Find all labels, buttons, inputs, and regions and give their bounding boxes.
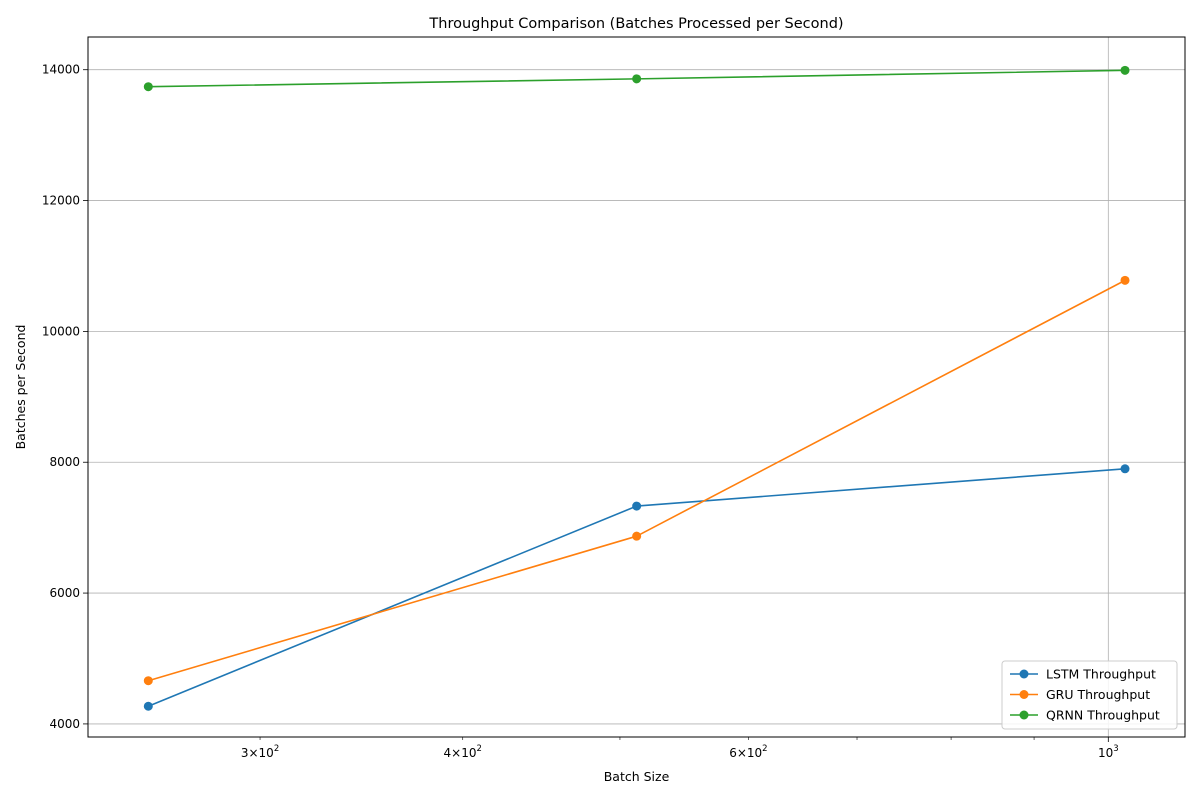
data-point bbox=[143, 701, 153, 711]
x-tick-exponent: 2 bbox=[477, 744, 482, 754]
x-tick-mantissa: 6 bbox=[729, 746, 737, 760]
legend-label: LSTM Throughput bbox=[1046, 667, 1156, 682]
legend-box bbox=[1001, 660, 1178, 730]
y-tick-label: 4000 bbox=[49, 717, 80, 731]
x-tick-base: 10 bbox=[461, 746, 476, 760]
chart-title: Throughput Comparison (Batches Processed… bbox=[428, 16, 843, 32]
series-layer bbox=[143, 65, 1130, 711]
data-point bbox=[1120, 65, 1130, 75]
x-tick-times: × bbox=[248, 746, 258, 760]
x-tick-times: × bbox=[451, 746, 461, 760]
plot-frame bbox=[87, 36, 1186, 738]
x-tick-exponent: 3 bbox=[1113, 744, 1118, 754]
x-tick-label: 103 bbox=[1098, 744, 1119, 760]
x-tick-mantissa: 4 bbox=[444, 746, 452, 760]
y-tick-label: 12000 bbox=[42, 194, 80, 208]
y-tick-label: 6000 bbox=[49, 586, 80, 600]
legend-item: GRU Throughput bbox=[1010, 687, 1150, 702]
legend: LSTM Throughput GRU Throughput QRNN Throug… bbox=[1001, 660, 1178, 730]
legend-item: LSTM Throughput bbox=[1010, 667, 1156, 682]
grid-lines bbox=[88, 37, 1185, 737]
y-axis-label: Batches per Second bbox=[13, 325, 28, 450]
y-tick-label: 14000 bbox=[42, 63, 80, 77]
x-tick-label: 4×102 bbox=[444, 744, 482, 760]
legend-marker bbox=[1019, 669, 1029, 679]
x-tick-label: 6×102 bbox=[729, 744, 767, 760]
data-point bbox=[632, 74, 642, 84]
data-point bbox=[632, 501, 642, 511]
series-lstm bbox=[143, 464, 1130, 711]
data-point bbox=[1120, 464, 1130, 474]
legend-label: QRNN Throughput bbox=[1046, 708, 1160, 723]
x-tick-exponent: 2 bbox=[762, 744, 767, 754]
x-tick-base: 10 bbox=[259, 746, 274, 760]
x-tick-mantissa: 3 bbox=[241, 746, 249, 760]
legend-marker bbox=[1019, 710, 1029, 720]
x-tick-base: 10 bbox=[1098, 746, 1113, 760]
x-tick-label: 3×102 bbox=[241, 744, 279, 760]
data-point bbox=[632, 531, 642, 541]
x-tick-times: × bbox=[737, 746, 747, 760]
x-tick-base: 10 bbox=[747, 746, 762, 760]
y-tick-label: 8000 bbox=[49, 455, 80, 469]
data-point bbox=[143, 676, 153, 686]
x-axis-label: Batch Size bbox=[604, 769, 670, 784]
legend-marker bbox=[1019, 690, 1029, 699]
series-qrnn bbox=[143, 65, 1130, 92]
data-point bbox=[1120, 275, 1130, 285]
y-tick-label: 10000 bbox=[42, 324, 80, 338]
x-tick-exponent: 2 bbox=[274, 744, 279, 754]
series-gru bbox=[143, 275, 1130, 686]
legend-label: GRU Throughput bbox=[1046, 687, 1150, 702]
legend-item: QRNN Throughput bbox=[1010, 708, 1160, 723]
data-point bbox=[143, 82, 153, 92]
